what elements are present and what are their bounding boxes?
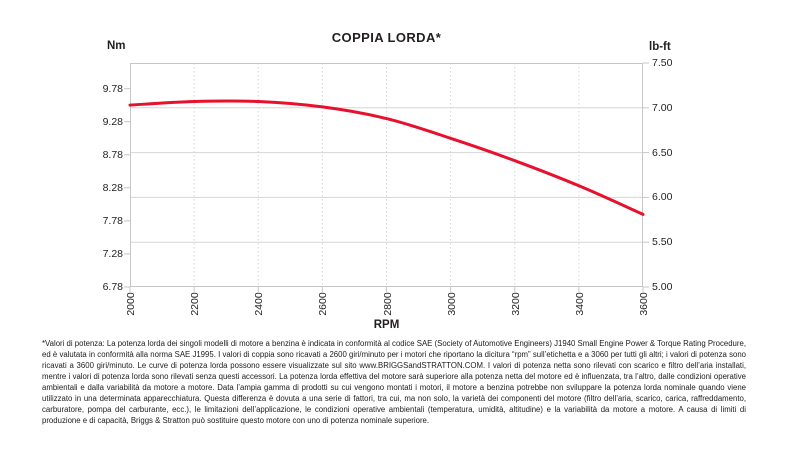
plot-area <box>124 62 649 292</box>
left-axis-unit-label: Nm <box>107 40 126 52</box>
x-tick-label: 3600 <box>638 292 650 316</box>
right-axis-unit-label: lb-ft <box>649 41 671 53</box>
x-tick-label: 2200 <box>189 292 202 316</box>
footnote-text: *Valori di potenza: La potenza lorda dei… <box>42 339 746 425</box>
y-right-tick-label: 6.50 <box>652 146 673 159</box>
y-left-tick-label: 6.78 <box>102 280 123 293</box>
y-left-tick-label: 8.78 <box>102 148 123 161</box>
x-tick-label: 2400 <box>253 292 266 316</box>
chart-title: COPPIA LORDA* <box>331 30 442 45</box>
y-left-tick-label: 7.78 <box>102 214 123 227</box>
y-left-tick-label: 8.28 <box>102 181 123 194</box>
torque-curve-chart <box>124 62 649 292</box>
y-right-tick-label: 5.00 <box>652 281 673 293</box>
torque-curve <box>128 99 645 216</box>
y-right-tick-label: 7.50 <box>652 57 673 69</box>
x-tick-label: 3000 <box>445 292 458 316</box>
y-left-tick-label: 9.78 <box>102 82 123 95</box>
x-tick-label: 3200 <box>509 292 522 316</box>
x-tick-label: 2000 <box>125 292 137 316</box>
y-left-tick-label: 7.28 <box>102 247 123 260</box>
y-right-tick-label: 7.00 <box>652 101 673 114</box>
plot-border <box>130 63 643 287</box>
x-axis-label: RPM <box>373 319 400 331</box>
x-tick-label: 3400 <box>573 292 586 316</box>
x-tick-label: 2600 <box>317 292 330 316</box>
y-right-tick-label: 5.50 <box>652 236 673 249</box>
y-right-tick-label: 6.00 <box>652 191 673 204</box>
x-tick-label: 2800 <box>381 292 394 316</box>
y-left-tick-label: 9.28 <box>102 115 123 128</box>
